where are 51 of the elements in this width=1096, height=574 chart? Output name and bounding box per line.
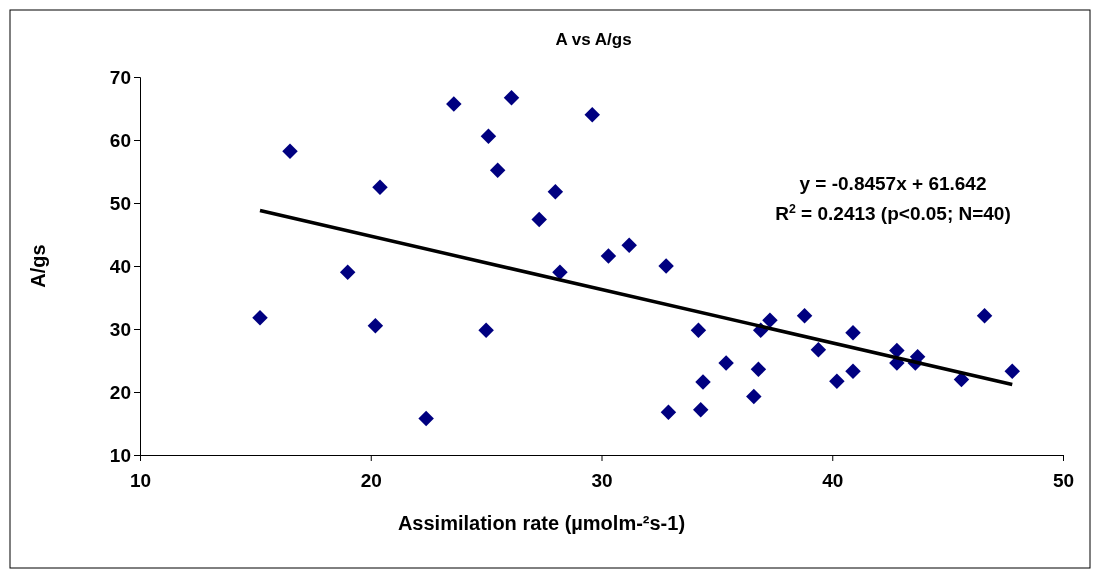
x-tick-label: 20 (360, 469, 382, 491)
y-tick-label: 60 (109, 129, 131, 151)
y-tick-label: 50 (109, 192, 131, 214)
point (584, 107, 601, 123)
y-axis-title: A/gs (27, 244, 49, 288)
point (889, 342, 905, 359)
point (845, 325, 861, 341)
point (600, 248, 617, 264)
point (658, 258, 674, 274)
point (746, 388, 762, 405)
y-tick-label: 40 (109, 255, 131, 277)
point (367, 318, 384, 334)
point (690, 322, 707, 339)
point (282, 143, 298, 160)
point (339, 264, 356, 281)
y-tick-label: 10 (109, 444, 131, 466)
point (547, 183, 564, 200)
annotation: y = -0.8457x + 61.642 (799, 173, 987, 194)
point (845, 363, 861, 379)
y-tick-label: 70 (109, 66, 131, 88)
point (660, 404, 677, 420)
x-tick-label: 10 (129, 469, 152, 491)
point (695, 374, 711, 390)
point (372, 179, 388, 195)
point (480, 128, 497, 144)
x-tick-label: 30 (591, 469, 613, 491)
point (718, 355, 734, 371)
point (252, 309, 268, 326)
point (976, 308, 993, 324)
point (552, 264, 568, 281)
x-axis-title: Assimilation rate (µmolm-²s-1) (397, 512, 686, 534)
point (446, 96, 462, 112)
point (503, 90, 520, 106)
point (418, 410, 434, 427)
point (762, 312, 778, 328)
x-tick-label: 40 (822, 469, 844, 491)
point (810, 342, 827, 358)
point (489, 162, 506, 178)
point (692, 401, 709, 418)
point (621, 237, 637, 253)
point (478, 322, 494, 339)
chart-title: A vs A/gs (555, 30, 632, 49)
point (531, 211, 547, 228)
point (796, 308, 813, 324)
point (1004, 363, 1020, 379)
y-tick-label: 30 (109, 318, 131, 340)
point (829, 373, 845, 390)
annotation: R$^{2}$ = 0.2413 (p<0.05; N=40) (775, 202, 1011, 224)
y-tick-label: 20 (109, 381, 131, 403)
point (750, 361, 767, 378)
x-tick-label: 50 (1052, 469, 1075, 491)
